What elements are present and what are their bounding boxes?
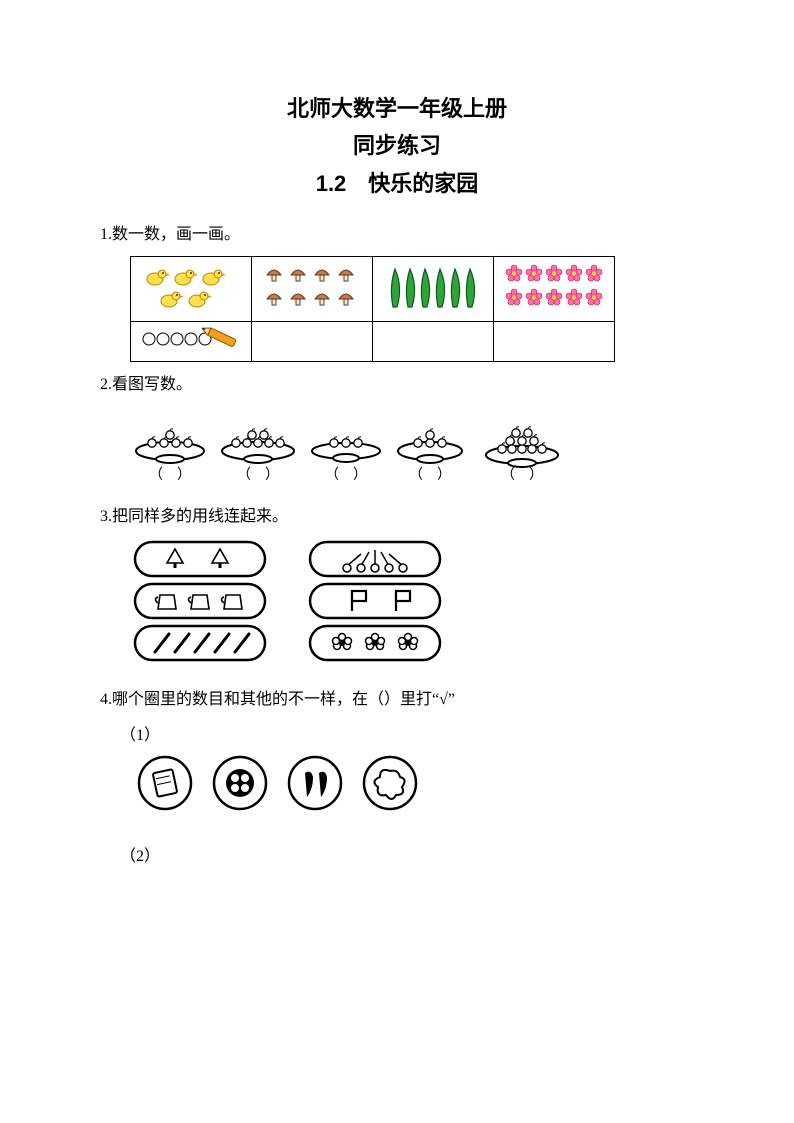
q1-cell-chicks <box>131 256 252 321</box>
match-pills-icon <box>130 538 460 668</box>
flowers-icon <box>502 261 606 311</box>
q4-sub2: （2） <box>120 842 694 866</box>
q1-cell-cucumbers <box>373 256 494 321</box>
worksheet-page: 北师大数学一年级上册 同步练习 1.2 快乐的家园 1.数一数，画一画。 <box>0 0 794 914</box>
q4-sub1: （1） <box>120 721 694 745</box>
q4-row1 <box>130 753 694 828</box>
title-block: 北师大数学一年级上册 同步练习 1.2 快乐的家园 <box>100 90 694 202</box>
q2-paren-3: （ ） <box>325 467 367 483</box>
q2-paren-2: （ ） <box>237 467 279 483</box>
q1-cell-mushrooms <box>252 256 373 321</box>
title-line-3: 1.2 快乐的家园 <box>100 165 694 202</box>
q1-prompt: 1.数一数，画一画。 <box>100 222 694 248</box>
q3-figure <box>130 538 694 673</box>
cucumbers-icon <box>381 261 485 311</box>
q1-answer-example <box>131 321 252 361</box>
q2-prompt: 2.看图写数。 <box>100 372 694 398</box>
q2-paren-4: （ ） <box>409 467 451 483</box>
q1-table <box>130 256 615 362</box>
q2-paren-1: （ ） <box>149 467 191 483</box>
q4-prompt: 4.哪个圈里的数目和其他的不一样，在（）里打“√” <box>100 687 694 713</box>
q1-answer-blank-3[interactable] <box>494 321 615 361</box>
q2-paren-5: （ ） <box>501 467 543 483</box>
q2-figure: （ ） （ ） （ ） （ ） （ ） <box>130 405 694 490</box>
plates-icon: （ ） （ ） （ ） （ ） （ ） <box>130 405 570 485</box>
title-line-1: 北师大数学一年级上册 <box>100 90 694 127</box>
circles-pencil-icon <box>139 326 243 352</box>
title-line-2: 同步练习 <box>100 127 694 164</box>
q3-prompt: 3.把同样多的用线连起来。 <box>100 504 694 530</box>
q4-circles-icon <box>130 753 450 823</box>
q1-answer-blank-1[interactable] <box>252 321 373 361</box>
mushrooms-icon <box>260 261 364 311</box>
chicks-icon <box>139 261 243 311</box>
q1-answer-blank-2[interactable] <box>373 321 494 361</box>
q1-cell-flowers <box>494 256 615 321</box>
